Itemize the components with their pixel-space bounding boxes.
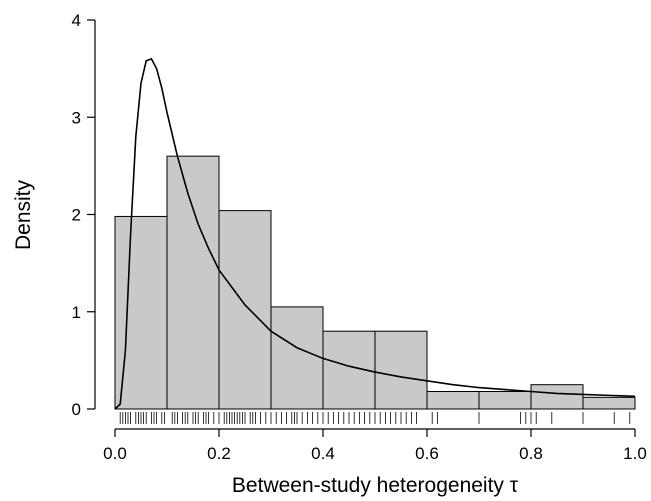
y-tick-label-0: 0	[72, 400, 81, 419]
histogram-bars	[114, 155, 636, 410]
histogram-bar-0	[114, 215, 168, 410]
y-axis-title: Density	[12, 179, 35, 250]
y-tick-label-3: 3	[72, 108, 81, 127]
y-tick-label-2: 2	[72, 206, 81, 225]
histogram-bar-7	[478, 390, 532, 410]
histogram-bar-1	[166, 155, 220, 410]
histogram-bar-8	[530, 384, 584, 410]
rug-marks	[119, 412, 631, 424]
x-tick-label-1: 0.2	[207, 444, 231, 463]
y-tick-label-4: 4	[72, 11, 81, 30]
y-axis: 0 1 2 3 4	[72, 11, 96, 419]
density-curve	[114, 57, 636, 410]
histogram-bar-9	[582, 396, 636, 410]
x-tick-label-3: 0.6	[415, 444, 439, 463]
y-tick-label-1: 1	[72, 303, 81, 322]
x-tick-label-2: 0.4	[311, 444, 335, 463]
x-tick-label-5: 1.0	[623, 444, 647, 463]
histogram-bar-3	[270, 306, 324, 410]
histogram-bar-5	[374, 330, 428, 410]
x-axis: 0.0 0.2 0.4 0.6 0.8 1.0	[103, 428, 647, 463]
x-tick-label-0: 0.0	[103, 444, 127, 463]
histogram-bar-6	[426, 390, 480, 410]
x-tick-label-4: 0.8	[519, 444, 543, 463]
histogram-bar-2	[218, 210, 272, 410]
x-axis-title: Between-study heterogeneity τ	[232, 474, 519, 497]
